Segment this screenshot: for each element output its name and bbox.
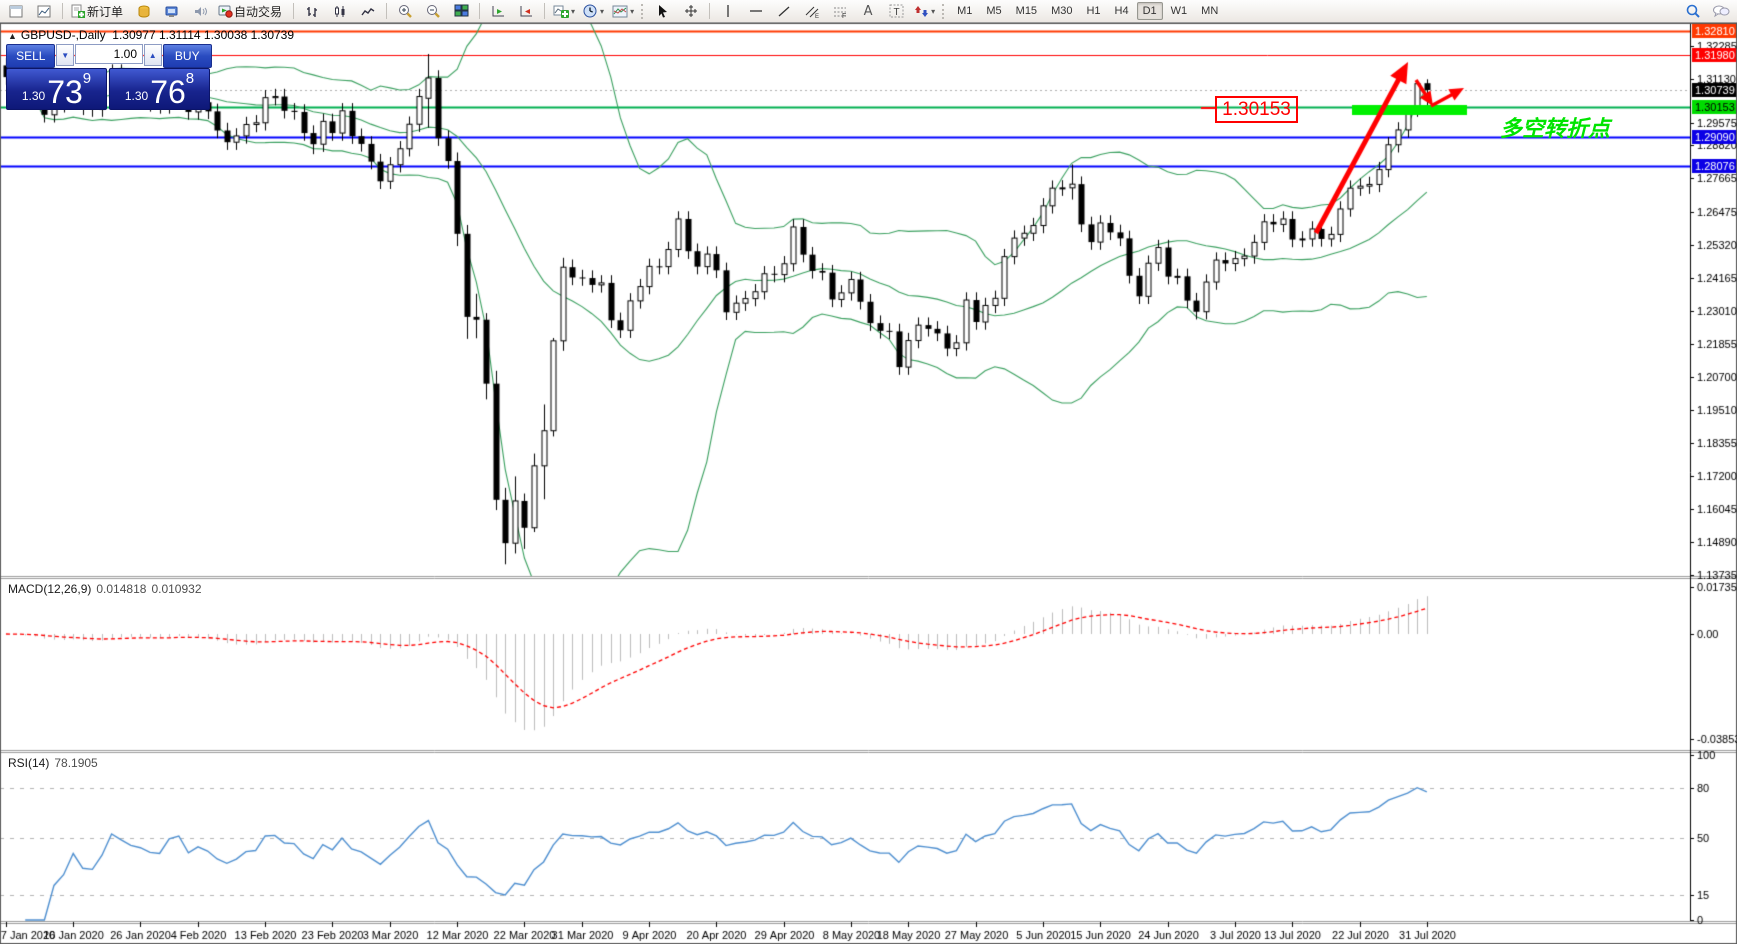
volume-input[interactable] — [75, 44, 143, 64]
bar-chart-mode-icon[interactable] — [299, 1, 325, 22]
equidistant-channel-tool-icon[interactable]: E — [799, 1, 825, 22]
volume-decrease-button[interactable]: ▼ — [56, 44, 74, 66]
buy-price-pip: 8 — [185, 70, 195, 87]
autotrading-label: 自动交易 — [234, 4, 283, 19]
rsi-name: RSI(14) — [8, 756, 50, 770]
text-label-tool-icon[interactable]: T — [883, 1, 909, 22]
buy-price-big: 76 — [150, 74, 186, 110]
sell-price-pip: 9 — [82, 70, 92, 87]
volume-increase-button[interactable]: ▲ — [144, 44, 162, 66]
trendline-tool-icon[interactable] — [771, 1, 797, 22]
tf-h4-button[interactable]: H4 — [1114, 5, 1129, 17]
crosshair-tool-icon[interactable] — [678, 1, 704, 22]
chart-header: ▲ GBPUSD-,Daily 1.30977 1.31114 1.30038 1… — [8, 28, 294, 42]
svg-text:T: T — [893, 7, 899, 18]
rsi-value: 78.1905 — [54, 756, 98, 770]
toolbar-separator — [293, 3, 295, 19]
cursor-tool-icon[interactable] — [650, 1, 676, 22]
toolbar-grip — [641, 3, 646, 19]
toolbar-separator — [62, 3, 63, 19]
tick-chart-icon[interactable] — [31, 1, 57, 22]
history-center-icon[interactable] — [131, 1, 157, 22]
price-chart-canvas[interactable] — [0, 23, 1737, 944]
buy-button[interactable]: BUY — [162, 44, 212, 68]
tf-m5-button[interactable]: M5 — [986, 5, 1002, 17]
macd-name: MACD(12,26,9) — [8, 582, 92, 596]
tf-h1-button[interactable]: H1 — [1086, 5, 1101, 17]
toolbar-separator — [479, 3, 481, 19]
zoom-in-icon[interactable] — [392, 1, 418, 22]
macd-indicator-label: MACD(12,26,9) 0.014818 0.010932 — [8, 582, 202, 596]
svg-text:E: E — [815, 14, 819, 18]
new-order-button[interactable]: 新订单 — [68, 1, 129, 22]
text-tool-icon[interactable]: A — [863, 3, 873, 19]
templates-icon[interactable]: ▾ — [609, 1, 637, 22]
arrows-caret-icon[interactable]: ▾ — [931, 6, 936, 16]
zoom-out-icon[interactable] — [420, 1, 446, 22]
price-level-text: 1.30153 — [1222, 98, 1291, 120]
buy-price-prefix: 1.30 — [124, 89, 149, 103]
tf-w1-button[interactable]: W1 — [1170, 5, 1188, 17]
toolbar-grip — [942, 3, 947, 19]
periods-icon[interactable]: ▾ — [580, 1, 607, 22]
autotrading-button[interactable]: 自动交易 — [215, 1, 288, 22]
macd-main-value: 0.014818 — [96, 582, 147, 596]
chart-window-icon[interactable] — [3, 1, 29, 22]
macd-signal-value: 0.010932 — [151, 582, 202, 596]
tf-m15-button[interactable]: M15 — [1015, 5, 1038, 17]
experts-icon[interactable] — [159, 1, 185, 22]
sell-price-big: 73 — [47, 74, 83, 110]
chart-window: ▲ GBPUSD-,Daily 1.30977 1.31114 1.30038 1… — [0, 23, 1737, 944]
new-order-label: 新订单 — [87, 4, 124, 19]
toolbar-separator — [709, 3, 711, 19]
tf-d1-button[interactable]: D1 — [1136, 2, 1163, 20]
tf-mn-button[interactable]: MN — [1201, 5, 1219, 17]
arrows-tool-icon[interactable]: ▾ — [911, 1, 938, 22]
price-level-label[interactable]: 1.30153 — [1215, 96, 1298, 123]
chart-ohlc-values: 1.30977 1.31114 1.30038 1.30739 — [112, 28, 295, 42]
templates-caret-icon[interactable]: ▾ — [630, 6, 635, 16]
horizontal-line-tool-icon[interactable] — [743, 1, 769, 22]
candlestick-mode-icon[interactable] — [327, 1, 353, 22]
tile-windows-icon[interactable] — [448, 1, 474, 22]
tf-m30-button[interactable]: M30 — [1051, 5, 1073, 17]
toolbar-separator — [386, 3, 388, 19]
fibonacci-tool-icon[interactable]: F — [827, 1, 853, 22]
chart-symbol-title: GBPUSD-,Daily — [20, 28, 106, 42]
indicators-icon[interactable]: ▾ — [550, 1, 578, 22]
svg-text:F: F — [842, 13, 846, 18]
buy-price-display[interactable]: 1.30 76 8 — [109, 68, 210, 110]
chat-icon[interactable] — [1708, 1, 1734, 22]
periods-caret-icon[interactable]: ▾ — [600, 6, 605, 16]
alerts-icon[interactable] — [187, 1, 213, 22]
rsi-indicator-label: RSI(14) 78.1905 — [8, 756, 98, 770]
sell-button[interactable]: SELL — [6, 44, 56, 68]
auto-scroll-icon[interactable] — [485, 1, 511, 22]
chart-shift-icon[interactable] — [513, 1, 539, 22]
sell-price-display[interactable]: 1.30 73 9 — [6, 68, 107, 110]
chart-collapse-icon[interactable]: ▲ — [8, 31, 17, 41]
main-toolbar: 新订单 自动交易 ▾ ▾ ▾ E F A T ▾ M1 M5 M15 M30 H… — [0, 0, 1737, 23]
vertical-line-tool-icon[interactable] — [715, 1, 741, 22]
toolbar-separator — [544, 3, 546, 19]
tf-m1-button[interactable]: M1 — [957, 5, 973, 17]
indicators-caret-icon[interactable]: ▾ — [571, 6, 576, 16]
sell-price-prefix: 1.30 — [21, 89, 46, 103]
line-chart-mode-icon[interactable] — [355, 1, 381, 22]
search-icon[interactable] — [1680, 1, 1706, 22]
turning-point-annotation[interactable]: 多空转折点 — [1500, 116, 1611, 141]
